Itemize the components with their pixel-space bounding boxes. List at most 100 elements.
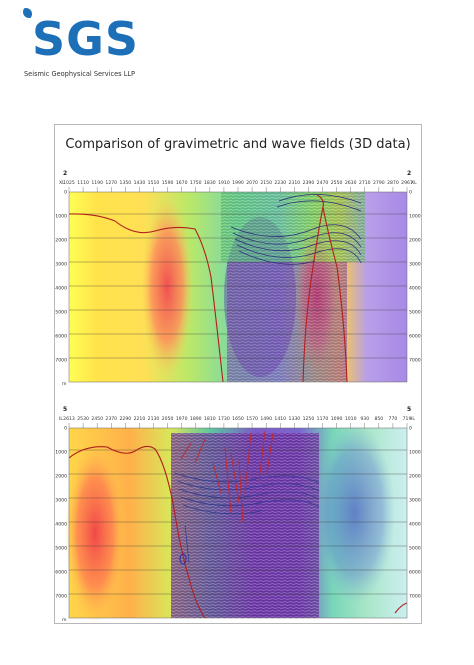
top-tick-label: 1190 [91,180,103,186]
depth-tick-label: 6000 [55,570,67,576]
fault-lines [180,430,274,524]
figure-title: Comparison of gravimetric and wave field… [65,137,411,152]
depth-tick-label: 0 [64,190,67,196]
top-tick-label: 1270 [105,180,117,186]
depth-tick-label: 6000 [55,334,67,340]
section-number-right: 2 [407,170,411,177]
depth-tick-label: 4000 [409,286,421,292]
top-tick-label: 2050 [162,416,174,422]
top-tick-label: 2790 [373,180,385,186]
section-panel-inline: 5 5 IL IL 2613 2530 2450 2370 2290 2210 2130 20… [55,403,421,628]
top-tick-label: 1250 [303,416,315,422]
depth-gridlines [69,213,407,359]
top-tick-label: 2530 [77,416,89,422]
top-tick-label: 2613 [63,416,75,422]
top-tick-label: 1110 [77,180,89,186]
top-tick-label: 1910 [218,180,230,186]
top-tick-label: 2370 [105,416,117,422]
depth-tick-label: 1000 [409,450,421,456]
section-number-left: 5 [63,406,67,413]
depth-axis-right: 0 1000 2000 3000 4000 5000 6000 7000 [409,426,421,600]
depth-tick-label: 5000 [55,546,67,552]
top-tick-label: 1025 [63,180,75,186]
top-tick-label: 1670 [176,180,188,186]
top-tick-label: 1570 [246,416,258,422]
depth-tick-label: 1000 [55,450,67,456]
logo-tagline: Seismic Geophysical Services LLP [24,70,136,78]
depth-tick-label: 3000 [55,498,67,504]
top-tick-label: 1830 [204,180,216,186]
depth-tick-label: 0 [409,190,412,196]
comparison-figure: Comparison of gravimetric and wave field… [54,124,422,624]
top-tick-label: 2310 [288,180,300,186]
plot-frame [68,191,408,383]
top-tick-label: 850 [374,416,383,422]
top-tick-label: 2130 [148,416,160,422]
top-tick-label: 1590 [162,180,174,186]
depth-tick-label: 2000 [409,474,421,480]
top-tick-label: 2290 [119,416,131,422]
top-tick-label: 1090 [331,416,343,422]
top-tick-label: 1970 [176,416,188,422]
seismic-horizons [174,472,320,564]
top-axis-ticks: 2613 2530 2450 2370 2290 2210 2130 2050 1970 1890… [63,416,411,428]
interpretation-lines [68,445,408,619]
depth-tick-label: 2000 [409,238,421,244]
top-tick-label: 2070 [246,180,258,186]
gravity-low-anomaly-east [315,423,395,603]
top-tick-label: 770 [389,416,398,422]
top-tick-label: 1730 [218,416,230,422]
interpretation-lines [68,194,348,383]
top-tick-label: 2710 [359,180,371,186]
top-tick-label: 2870 [387,180,399,186]
depth-tick-label: 3000 [409,262,421,268]
depth-unit-label: m [62,382,67,387]
seismic-horizons [230,194,362,265]
depth-tick-label: 7000 [409,358,421,364]
axis-left-label: IL [59,416,63,422]
top-tick-label: 1430 [134,180,146,186]
gravity-high-anomaly-west [65,443,125,623]
marked-body-outline [179,553,187,565]
depth-tick-label: 2000 [55,474,67,480]
section-number-right: 5 [407,406,411,413]
top-axis-ticks: 1025 1110 1190 1270 1350 1430 1510 1590 1670 1750… [63,180,413,192]
depth-tick-label: 6000 [409,334,421,340]
top-tick-label: 1890 [190,416,202,422]
depth-tick-label: 0 [409,426,412,432]
top-tick-label: 1330 [288,416,300,422]
top-tick-label: 2630 [345,180,357,186]
top-tick-label: 2450 [91,416,103,422]
section-panel-crossline: 2 2 XL XL 1025 1110 1190 1270 1350 1430 1510 15… [55,167,421,392]
depth-tick-label: 1000 [409,214,421,220]
company-logo: SGS Seismic Geophysical Services LLP [14,6,154,84]
top-tick-label: 2470 [317,180,329,186]
top-tick-label: 1510 [148,180,160,186]
plot-frame [68,427,408,619]
top-tick-label: 2967 [401,180,413,186]
top-tick-label: 1170 [317,416,329,422]
depth-axis-left: 0 1000 2000 3000 4000 5000 6000 7000 [55,190,67,364]
depth-tick-label: 2000 [55,238,67,244]
depth-tick-label: 7000 [409,594,421,600]
top-tick-label: 2150 [260,180,272,186]
gravity-high-anomaly-west [141,197,193,377]
depth-tick-label: 7000 [55,358,67,364]
axis-right-label: IL [411,416,415,422]
depth-axis-right: 0 1000 2000 3000 4000 5000 6000 7000 [409,190,421,364]
top-tick-label: 1010 [345,416,357,422]
depth-tick-label: 3000 [409,498,421,504]
top-tick-label: 1410 [274,416,286,422]
depth-tick-label: 4000 [55,522,67,528]
section-number-left: 2 [63,170,67,177]
top-tick-label: 2210 [134,416,146,422]
depth-tick-label: 5000 [409,310,421,316]
axis-right-label: XL [411,180,417,186]
top-tick-label: 2230 [274,180,286,186]
top-tick-label: 1350 [119,180,131,186]
depth-tick-label: 6000 [409,570,421,576]
top-tick-label: 1750 [190,180,202,186]
depth-tick-label: 1000 [55,214,67,220]
depth-axis-left: 0 1000 2000 3000 4000 5000 6000 7000 [55,426,67,600]
top-tick-label: 2390 [303,180,315,186]
